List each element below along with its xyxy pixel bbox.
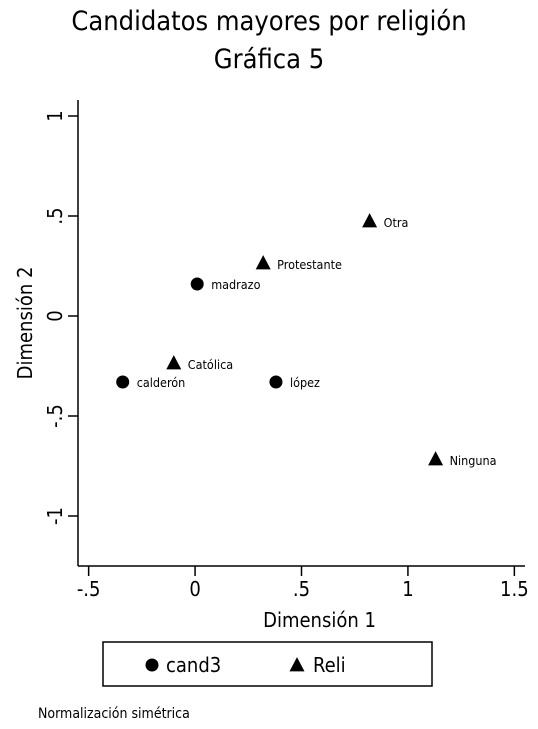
chart-subtitle: Gráfica 5 (213, 44, 325, 75)
x-tick-label: 1 (402, 577, 413, 601)
y-tick-label: .5 (43, 207, 67, 224)
point-cand3 (190, 277, 204, 291)
point-label: Ninguna (450, 453, 497, 468)
point-label: Otra (384, 215, 409, 230)
point-label: madrazo (211, 277, 260, 292)
point-label: Protestante (277, 257, 342, 272)
x-tick-label: .5 (293, 577, 310, 601)
point-label: lópez (290, 375, 320, 390)
point-Reli (362, 213, 378, 228)
y-axis-title: Dimensión 2 (13, 267, 37, 380)
legend-label: Reli (313, 653, 346, 677)
footnote: Normalización simétrica (38, 706, 190, 722)
y-tick-label: 0 (43, 310, 67, 321)
point-label: calderón (137, 375, 186, 390)
x-axis-title: Dimensión 1 (263, 608, 376, 632)
x-tick-label: 0 (189, 577, 200, 601)
point-cand3 (116, 375, 130, 389)
x-tick-label: 1.5 (500, 577, 529, 601)
point-Reli (166, 355, 182, 370)
point-Reli (428, 451, 444, 466)
point-label: Católica (188, 357, 233, 372)
y-tick-label: -1 (43, 507, 67, 525)
x-tick-label: -.5 (77, 577, 101, 601)
legend-triangle-icon (289, 657, 305, 672)
legend-label: cand3 (166, 653, 221, 677)
y-tick-label: 1 (43, 110, 67, 121)
chart-title: Candidatos mayores por religión (71, 6, 467, 37)
y-tick-label: -.5 (43, 404, 67, 428)
legend-box (102, 641, 433, 687)
point-Reli (255, 255, 271, 270)
point-cand3 (269, 375, 283, 389)
legend-circle-icon (145, 658, 159, 672)
